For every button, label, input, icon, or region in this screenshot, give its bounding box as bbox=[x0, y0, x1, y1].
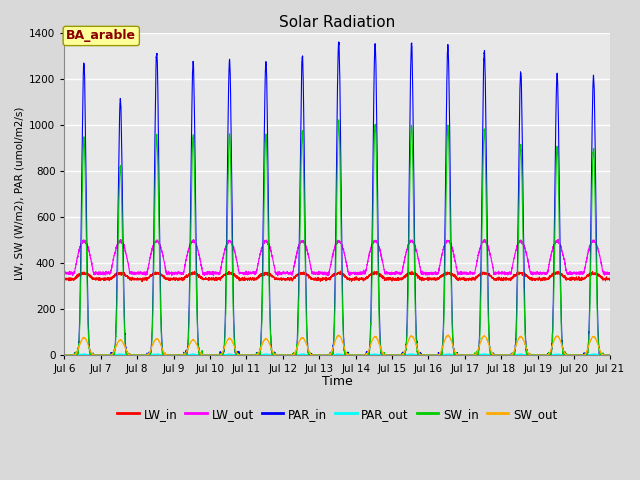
PAR_out bbox=[606, 352, 614, 358]
PAR_in bbox=[606, 352, 614, 358]
PAR_out bbox=[429, 352, 437, 358]
LW_in bbox=[159, 274, 166, 279]
SW_in bbox=[335, 117, 342, 123]
SW_in bbox=[607, 352, 614, 358]
PAR_in bbox=[429, 352, 437, 358]
SW_out bbox=[159, 347, 166, 352]
Legend: LW_in, LW_out, PAR_in, PAR_out, SW_in, SW_out: LW_in, LW_out, PAR_in, PAR_out, SW_in, S… bbox=[113, 403, 562, 425]
LW_in bbox=[317, 276, 325, 281]
LW_in bbox=[460, 275, 468, 281]
SW_in bbox=[606, 352, 614, 358]
SW_out bbox=[491, 352, 499, 358]
LW_out bbox=[606, 271, 614, 276]
PAR_out bbox=[607, 352, 614, 358]
LW_out bbox=[491, 270, 499, 276]
SW_out bbox=[444, 332, 452, 338]
SW_out bbox=[607, 352, 614, 358]
PAR_in bbox=[317, 352, 324, 358]
SW_in bbox=[429, 352, 437, 358]
PAR_out bbox=[491, 352, 499, 358]
Text: BA_arable: BA_arable bbox=[67, 29, 136, 42]
LW_out bbox=[460, 270, 468, 276]
LW_in bbox=[138, 279, 146, 285]
LW_out bbox=[61, 270, 68, 276]
SW_out bbox=[606, 352, 614, 358]
LW_in bbox=[337, 268, 344, 274]
SW_out bbox=[429, 352, 437, 358]
PAR_out bbox=[317, 352, 324, 358]
PAR_out bbox=[61, 352, 68, 358]
SW_in bbox=[159, 348, 166, 354]
PAR_in bbox=[460, 352, 468, 358]
Line: LW_out: LW_out bbox=[65, 240, 611, 276]
SW_in bbox=[61, 352, 68, 358]
SW_out bbox=[317, 352, 324, 358]
Title: Solar Radiation: Solar Radiation bbox=[279, 15, 396, 30]
LW_out bbox=[607, 270, 614, 276]
Line: PAR_out: PAR_out bbox=[65, 354, 611, 355]
PAR_in bbox=[607, 352, 614, 358]
PAR_in bbox=[159, 347, 166, 352]
SW_in bbox=[317, 352, 324, 358]
Line: PAR_in: PAR_in bbox=[65, 42, 611, 355]
PAR_in bbox=[491, 352, 499, 358]
LW_out bbox=[554, 237, 562, 242]
LW_in bbox=[430, 276, 438, 282]
SW_in bbox=[460, 352, 468, 358]
LW_in bbox=[61, 276, 68, 282]
LW_out bbox=[159, 252, 166, 257]
Line: LW_in: LW_in bbox=[65, 271, 611, 282]
SW_in bbox=[491, 352, 499, 358]
LW_in bbox=[606, 277, 614, 283]
PAR_out bbox=[159, 352, 166, 358]
LW_in bbox=[491, 276, 499, 282]
LW_out bbox=[317, 270, 325, 276]
SW_out bbox=[460, 352, 468, 358]
LW_out bbox=[429, 271, 437, 276]
Y-axis label: LW, SW (W/m2), PAR (umol/m2/s): LW, SW (W/m2), PAR (umol/m2/s) bbox=[15, 107, 25, 280]
PAR_in bbox=[61, 352, 68, 358]
PAR_in bbox=[335, 39, 342, 45]
LW_out bbox=[274, 273, 282, 278]
SW_out bbox=[61, 352, 68, 358]
Line: SW_out: SW_out bbox=[65, 335, 611, 355]
LW_in bbox=[607, 276, 614, 282]
PAR_out bbox=[460, 352, 468, 358]
X-axis label: Time: Time bbox=[322, 375, 353, 388]
Line: SW_in: SW_in bbox=[65, 120, 611, 355]
PAR_out bbox=[371, 351, 379, 357]
